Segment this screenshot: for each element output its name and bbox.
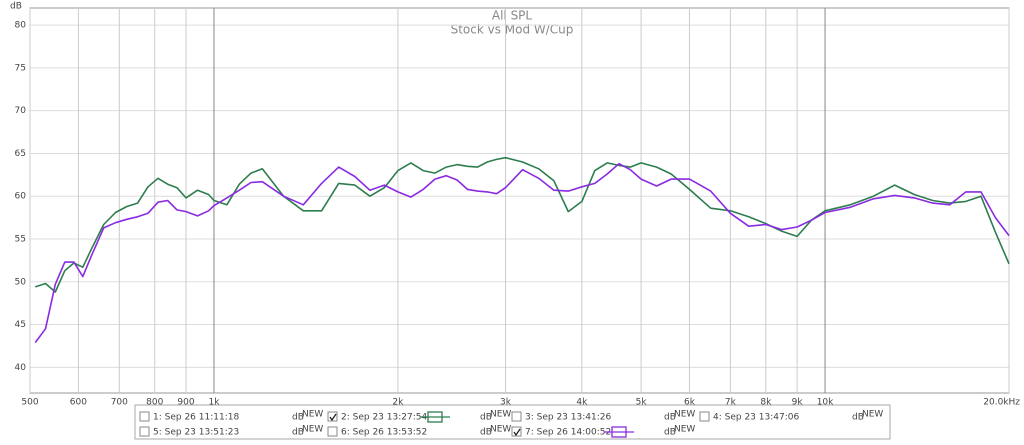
x-tick-label: 3k bbox=[500, 398, 512, 408]
legend-checkbox[interactable] bbox=[699, 411, 710, 422]
y-tick-label: 50 bbox=[15, 277, 27, 287]
x-tick-label: 800 bbox=[146, 398, 163, 408]
y-tick-label: 70 bbox=[15, 106, 27, 116]
series-line bbox=[34, 162, 1010, 343]
x-tick-label: 900 bbox=[177, 398, 194, 408]
y-tick-label: 75 bbox=[15, 63, 26, 73]
y-tick-label: 40 bbox=[15, 363, 27, 373]
chart-subtitle: Stock vs Mod W/Cup bbox=[451, 23, 574, 37]
x-tick-label: 500 bbox=[21, 398, 38, 408]
legend-badge: NEW bbox=[302, 410, 323, 420]
legend-unit: dB bbox=[852, 413, 864, 423]
y-tick-label: 80 bbox=[15, 21, 27, 31]
legend-checkbox[interactable] bbox=[139, 426, 150, 437]
legend-unit: dB bbox=[292, 413, 304, 423]
legend-checkbox[interactable] bbox=[511, 426, 522, 437]
x-tick-label: 9k bbox=[792, 398, 804, 408]
legend-checkbox[interactable] bbox=[511, 411, 522, 422]
chart-title: All SPL bbox=[492, 9, 533, 23]
x-tick-label: 7k bbox=[725, 398, 737, 408]
legend-label: 3: Sep 23 13:41:26 bbox=[525, 413, 611, 423]
y-tick-label: 45 bbox=[15, 320, 26, 330]
legend-badge: NEW bbox=[490, 425, 511, 435]
legend-label: 5: Sep 23 13:51:23 bbox=[153, 428, 239, 438]
legend-checkbox[interactable] bbox=[327, 426, 338, 437]
legend-badge: NEW bbox=[674, 410, 695, 420]
plot-area bbox=[29, 7, 1010, 394]
y-tick-label: 55 bbox=[15, 235, 26, 245]
x-tick-label: 5k bbox=[636, 398, 648, 408]
x-tick-label: 6k bbox=[684, 398, 696, 408]
x-tick-label: 4k bbox=[576, 398, 588, 408]
y-unit: dB bbox=[10, 2, 22, 12]
legend-checkbox[interactable] bbox=[327, 411, 338, 422]
x-tick-label: 10k bbox=[817, 398, 834, 408]
legend-unit: dB bbox=[664, 428, 676, 438]
x-tick-label: 600 bbox=[70, 398, 87, 408]
checkmark bbox=[329, 413, 337, 422]
y-tick-label: 65 bbox=[15, 149, 26, 159]
checkmark bbox=[513, 428, 521, 437]
legend-label: 4: Sep 23 13:47:06 bbox=[713, 413, 799, 423]
legend-unit: dB bbox=[664, 413, 676, 423]
legend-label: 6: Sep 26 13:53:52 bbox=[341, 428, 427, 438]
x-tick-label: 700 bbox=[111, 398, 128, 408]
x-tick-label: 1k bbox=[208, 398, 220, 408]
x-tick-label: 8k bbox=[760, 398, 772, 408]
legend-unit: dB bbox=[480, 428, 492, 438]
series-line bbox=[35, 156, 1010, 293]
legend-checkbox[interactable] bbox=[139, 411, 150, 422]
x-tick-label: 20.0kHz bbox=[983, 398, 1020, 408]
legend-label: 1: Sep 26 11:11:18 bbox=[153, 413, 239, 423]
legend-unit: dB bbox=[480, 413, 492, 423]
legend-badge: NEW bbox=[674, 425, 695, 435]
legend-badge: NEW bbox=[490, 410, 511, 420]
legend-label: 7: Sep 26 14:00:52 bbox=[525, 428, 611, 438]
x-tick-label: 2k bbox=[392, 398, 404, 408]
y-tick-label: 60 bbox=[15, 192, 27, 202]
legend-label: 2: Sep 23 13:27:54 bbox=[341, 413, 427, 423]
legend-unit: dB bbox=[292, 428, 304, 438]
legend-badge: NEW bbox=[862, 410, 883, 420]
legend-badge: NEW bbox=[302, 425, 323, 435]
